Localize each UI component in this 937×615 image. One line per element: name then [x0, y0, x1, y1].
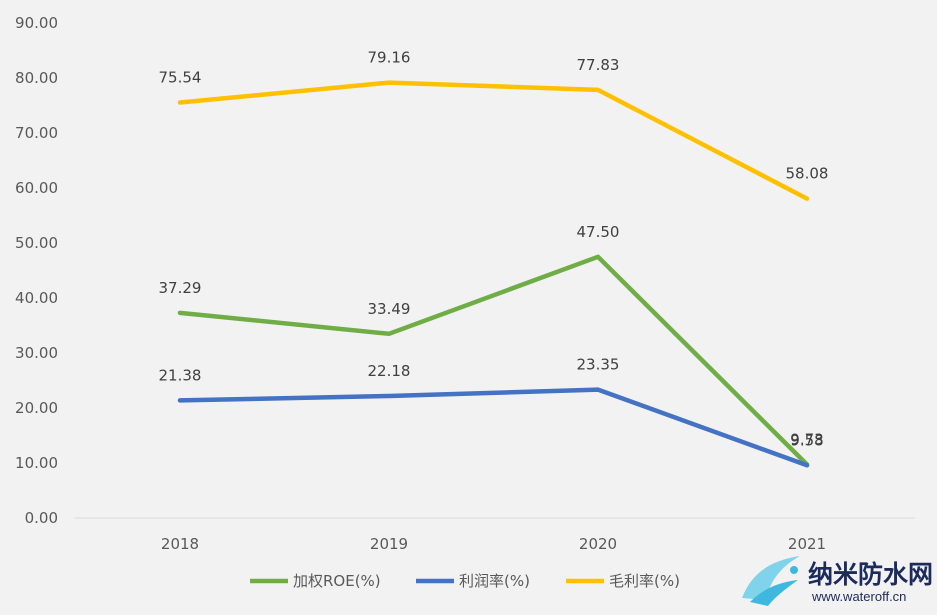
data-label: 33.49: [368, 300, 411, 318]
y-tick-label: 30.00: [15, 344, 58, 362]
x-tick-label: 2021: [788, 535, 826, 553]
y-tick-label: 0.00: [25, 509, 58, 527]
x-axis: 2018 2019 2020 2021: [75, 517, 915, 553]
series-line: [177, 254, 810, 467]
data-label: 58.08: [786, 165, 829, 183]
data-label: 47.50: [577, 223, 620, 241]
legend-entry: 毛利率(%): [609, 572, 680, 590]
y-axis: 0.00 10.00 20.00 30.00 40.00 50.00 60.00 70.00 8…: [15, 14, 58, 527]
data-label: 37.29: [159, 279, 202, 297]
data-label: 79.16: [368, 49, 411, 67]
series-layer: [177, 80, 810, 468]
y-tick-label: 40.00: [15, 289, 58, 307]
data-label: 22.18: [368, 362, 411, 380]
watermark-name: 纳米防水网: [808, 560, 933, 589]
data-label-layer: 37.29 33.49 47.50 9.73 21.38 22.18 23.35 9.58 75…: [159, 49, 829, 450]
watermark: 纳米防水网 www.wateroff.cn: [742, 556, 933, 606]
y-tick-label: 10.00: [15, 454, 58, 472]
series-line: [177, 80, 810, 201]
x-tick-label: 2020: [579, 535, 617, 553]
data-label: 21.38: [159, 366, 202, 384]
watermark-url: www.wateroff.cn: [811, 589, 906, 604]
x-tick-label: 2019: [370, 535, 408, 553]
series-line: [177, 387, 810, 468]
y-tick-label: 90.00: [15, 14, 58, 32]
data-label: 75.54: [159, 69, 202, 87]
y-tick-label: 60.00: [15, 179, 58, 197]
legend-entry: 利润率(%): [459, 572, 530, 590]
legend-entry: 加权ROE(%): [293, 572, 381, 590]
legend: 加权ROE(%) 利润率(%) 毛利率(%): [250, 572, 680, 590]
data-label: 77.83: [577, 56, 620, 74]
y-tick-label: 20.00: [15, 399, 58, 417]
water-splash-logo-icon: [742, 556, 800, 606]
y-tick-label: 50.00: [15, 234, 58, 252]
y-tick-label: 70.00: [15, 124, 58, 142]
data-label: 9.58: [790, 431, 823, 449]
x-tick-label: 2018: [161, 535, 199, 553]
data-label: 9.73: [790, 430, 823, 448]
y-tick-label: 80.00: [15, 69, 58, 87]
data-label: 23.35: [577, 356, 620, 374]
